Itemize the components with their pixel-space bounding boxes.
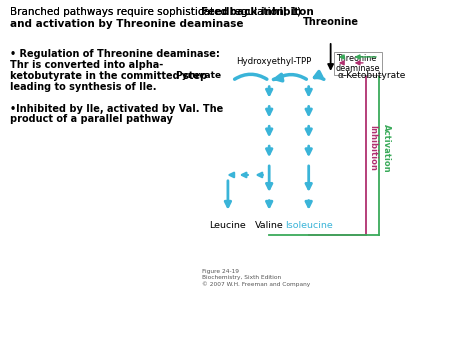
Text: •Inhibited by Ile, activated by Val. The: •Inhibited by Ile, activated by Val. The — [10, 103, 223, 114]
Text: Activation: Activation — [382, 124, 391, 172]
Text: and activation by Threonine deaminase: and activation by Threonine deaminase — [10, 19, 243, 29]
Text: product of a parallel pathway: product of a parallel pathway — [10, 115, 173, 124]
Text: • Regulation of Threonine deaminase:: • Regulation of Threonine deaminase: — [10, 49, 220, 59]
Text: Threonine: Threonine — [303, 17, 359, 27]
Text: Threonine
deaminase: Threonine deaminase — [336, 54, 380, 73]
Text: ketobutyrate in the committed step: ketobutyrate in the committed step — [10, 71, 207, 81]
Text: Leucine: Leucine — [210, 221, 246, 230]
Text: Thr is converted into alpha-: Thr is converted into alpha- — [10, 60, 163, 70]
Text: Valine: Valine — [255, 221, 284, 230]
Text: α-Ketobutyrate: α-Ketobutyrate — [338, 71, 406, 80]
Text: Figure 24-19
Biochemistry, Sixth Edition
© 2007 W.H. Freeman and Company: Figure 24-19 Biochemistry, Sixth Edition… — [202, 269, 310, 287]
Text: leading to synthesis of Ile.: leading to synthesis of Ile. — [10, 82, 157, 92]
Text: Pyruvate: Pyruvate — [175, 71, 221, 80]
Text: Hydroxyethyl-TPP: Hydroxyethyl-TPP — [236, 57, 311, 66]
Text: Branched pathways require sophisticated regulation; 1) ​Feedback inhibiton: Branched pathways require sophisticated … — [10, 7, 403, 17]
Text: Branched pathways require sophisticated regulation; 1): Branched pathways require sophisticated … — [10, 7, 305, 17]
Text: Isoleucine: Isoleucine — [285, 221, 333, 230]
Text: Feedback inhibiton: Feedback inhibiton — [201, 7, 314, 17]
Text: Branched pathways require sophisticated regulation; 1): Branched pathways require sophisticated … — [10, 7, 305, 17]
Text: Inhibition: Inhibition — [369, 125, 378, 171]
